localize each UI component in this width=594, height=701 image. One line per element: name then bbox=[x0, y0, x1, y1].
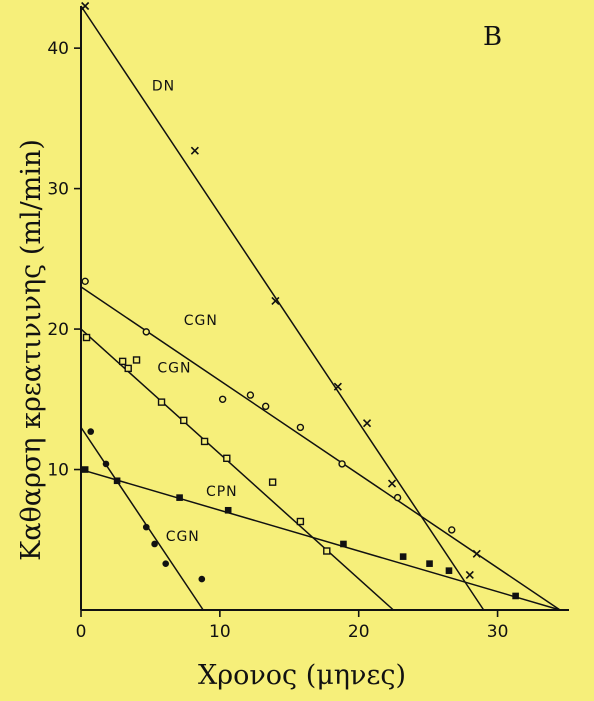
series-label: CGN bbox=[157, 361, 191, 377]
panel-label: B bbox=[483, 22, 502, 52]
data-point-cgn-open-circle bbox=[246, 391, 255, 399]
data-point-cgn-open-square bbox=[223, 454, 231, 462]
data-point-dn-x bbox=[190, 146, 199, 155]
data-point-cgn-open-square bbox=[200, 437, 209, 446]
series-label: CPN bbox=[206, 484, 238, 500]
data-point-cgn-open-square bbox=[82, 333, 91, 342]
data-point-cpn-filled-square bbox=[445, 567, 453, 574]
data-point-cpn-filled-square bbox=[340, 540, 347, 548]
data-point-dn-x bbox=[472, 549, 481, 558]
data-point-cgn-filled-circle bbox=[87, 428, 95, 435]
data-point-cgn-filled-circle bbox=[162, 560, 170, 567]
data-point-cpn-filled-square bbox=[399, 553, 407, 560]
data-point-dn-x bbox=[271, 296, 280, 306]
fit-line-dn-x bbox=[80, 5, 485, 611]
data-point-cgn-open-square bbox=[268, 478, 277, 486]
x-tick-label: 30 bbox=[487, 622, 509, 642]
data-point-cgn-open-circle bbox=[81, 277, 89, 286]
data-point-cpn-filled-square bbox=[81, 466, 89, 473]
data-point-cpn-filled-square bbox=[113, 477, 121, 485]
data-point-cgn-open-circle bbox=[393, 493, 402, 502]
data-point-cgn-open-square bbox=[124, 364, 132, 373]
y-tick-label: 10 bbox=[47, 461, 69, 481]
data-point-cgn-open-circle bbox=[142, 328, 150, 336]
fit-line-cgn-open-circle bbox=[80, 286, 561, 611]
data-point-cgn-filled-circle bbox=[142, 523, 150, 531]
y-tick-label: 30 bbox=[47, 180, 69, 200]
data-point-cpn-filled-square bbox=[176, 494, 183, 501]
x-tick-label: 0 bbox=[76, 622, 87, 642]
data-point-cgn-open-square bbox=[157, 398, 166, 406]
data-point-dn-x bbox=[387, 479, 397, 488]
series-label: CGN bbox=[166, 529, 200, 545]
data-point-cpn-filled-square bbox=[512, 592, 519, 600]
data-point-dn-x bbox=[333, 382, 342, 391]
data-point-cgn-open-square bbox=[132, 356, 141, 364]
data-point-cgn-open-circle bbox=[218, 395, 227, 404]
data-point-cgn-filled-circle bbox=[198, 575, 206, 583]
y-tick-label: 20 bbox=[47, 320, 69, 340]
data-point-cgn-open-square bbox=[296, 517, 305, 526]
fit-line-cgn-filled-circle bbox=[80, 426, 204, 611]
x-tick-label: 10 bbox=[209, 622, 231, 642]
series-label: DN bbox=[152, 78, 175, 94]
data-point-cgn-open-circle bbox=[448, 526, 456, 534]
fit-line-cgn-open-square bbox=[80, 328, 394, 611]
data-point-dn-x bbox=[465, 570, 474, 579]
data-point-cgn-open-square bbox=[118, 357, 127, 366]
y-axis-title: Καθαρση κρεατινινης (ml/min) bbox=[16, 139, 47, 561]
data-point-cgn-filled-circle bbox=[102, 460, 110, 468]
x-axis-title: Χρονος (μηνες) bbox=[198, 660, 406, 691]
data-point-cgn-filled-circle bbox=[151, 540, 158, 548]
data-point-cgn-open-circle bbox=[338, 460, 346, 468]
data-point-dn-x bbox=[362, 419, 372, 428]
data-point-cpn-filled-square bbox=[426, 560, 433, 567]
data-point-cpn-filled-square bbox=[224, 506, 232, 514]
data-point-cgn-open-square bbox=[323, 547, 331, 555]
data-point-cgn-open-square bbox=[180, 416, 188, 425]
series-label: CGN bbox=[184, 313, 218, 329]
fit-line-cpn-filled-square bbox=[80, 468, 561, 611]
data-point-dn-x bbox=[81, 1, 90, 11]
y-tick-label: 40 bbox=[47, 39, 69, 59]
x-tick-label: 20 bbox=[348, 622, 370, 642]
data-point-cgn-open-circle bbox=[261, 402, 270, 411]
data-point-cgn-open-circle bbox=[296, 423, 305, 432]
